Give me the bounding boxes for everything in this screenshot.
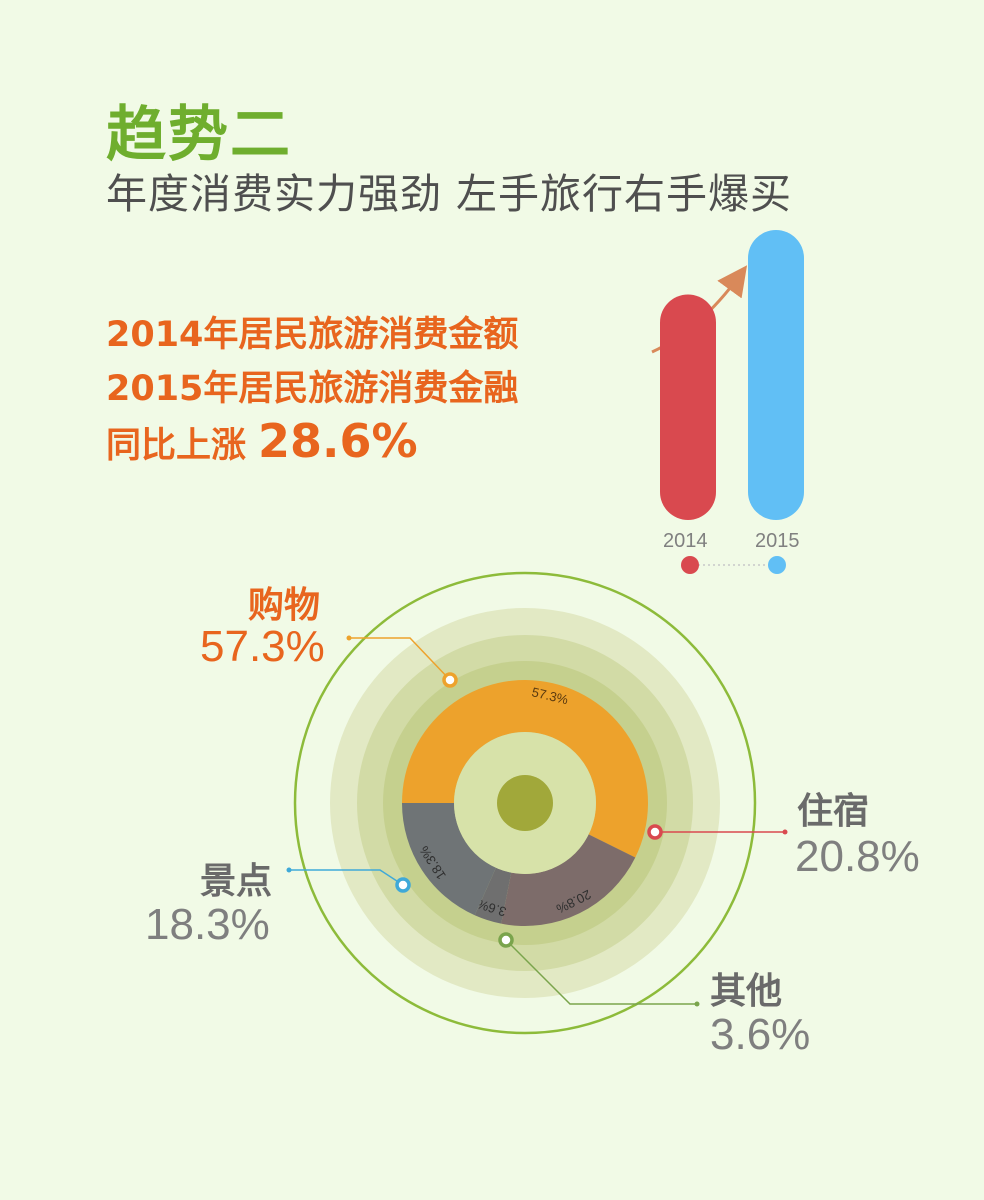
other-percent: 3.6%	[710, 1010, 811, 1059]
bar-2015-label: 2015	[755, 530, 800, 552]
lodging-marker	[647, 824, 663, 840]
shopping-leader-line	[349, 637, 451, 681]
lodging-leader-dot	[782, 829, 788, 835]
scenic-leader-line	[289, 869, 404, 886]
outer-ring-line	[293, 571, 757, 1035]
other-leader-line	[505, 939, 697, 1005]
bar-chart	[660, 230, 804, 520]
page-subtitle: 年度消费实力强劲 左手旅行右手爆买	[106, 170, 793, 218]
growth-rate: 28.6%	[258, 414, 418, 468]
donut-slice-shopping	[402, 679, 649, 858]
scenic-name: 景点	[200, 861, 273, 902]
headline-line-2: 2015年居民旅游消费金融	[106, 369, 519, 409]
lodging-percent: 20.8%	[795, 832, 920, 881]
headline-prefix: 同比上涨	[106, 426, 247, 466]
donut-center-dot	[497, 775, 553, 831]
other-leader-dot	[694, 1001, 700, 1007]
page-title: 趋势二	[106, 100, 292, 170]
bar-2015	[748, 230, 804, 520]
shopping-leader-dot	[346, 635, 352, 641]
shopping-name: 购物	[248, 585, 321, 626]
donut-slice-lodging	[501, 834, 636, 926]
shopping-marker	[442, 672, 458, 688]
donut-slice-scenic	[402, 803, 496, 916]
headline-line-3: 同比上涨 28.6%	[106, 414, 418, 468]
lodging-name: 住宿	[797, 791, 870, 832]
donut-chart: 57.3%20.8%3.6%18.3%	[402, 679, 649, 926]
scenic-marker	[395, 877, 411, 893]
scenic-leader-dot	[286, 867, 292, 873]
shopping-percent: 57.3%	[200, 622, 325, 671]
other-marker	[498, 932, 514, 948]
bar-2014	[660, 294, 716, 520]
scenic-percent: 18.3%	[145, 900, 270, 949]
bar-2015-legend-dot	[768, 556, 786, 574]
headline-line-1: 2014年居民旅游消费金额	[106, 315, 519, 355]
bar-2014-label: 2014	[663, 530, 708, 552]
other-name: 其他	[710, 971, 783, 1012]
bar-2014-legend-dot	[681, 556, 699, 574]
donut-slice-other	[474, 867, 512, 924]
